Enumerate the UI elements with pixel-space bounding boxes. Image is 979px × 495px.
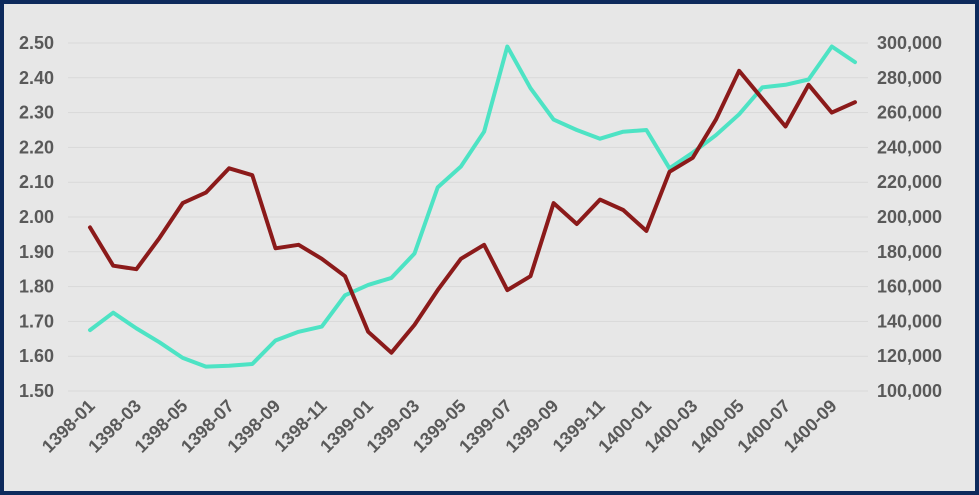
left-axis-ticks: 1.50 1.60 1.70 1.80 1.90 2.00 2.10 2.20 2.30 2.40… — [19, 33, 54, 401]
y-right-tick-label: 160,000 — [877, 277, 942, 297]
y-left-tick-label: 1.50 — [19, 381, 54, 401]
y-left-tick-label: 2.30 — [19, 103, 54, 123]
y-left-tick-label: 1.90 — [19, 242, 54, 262]
y-left-tick-label: 2.40 — [19, 68, 54, 88]
y-right-tick-label: 200,000 — [877, 207, 942, 227]
series-line-right-axis — [88, 44, 857, 369]
y-right-tick-label: 280,000 — [877, 68, 942, 88]
y-left-tick-label: 2.10 — [19, 172, 54, 192]
y-right-tick-label: 180,000 — [877, 242, 942, 262]
y-left-tick-label: 1.80 — [19, 277, 54, 297]
y-right-tick-label: 140,000 — [877, 311, 942, 331]
y-right-tick-label: 260,000 — [877, 103, 942, 123]
y-right-tick-label: 220,000 — [877, 172, 942, 192]
y-left-tick-label: 2.20 — [19, 137, 54, 157]
series-lines — [88, 44, 857, 369]
y-right-tick-label: 120,000 — [877, 346, 942, 366]
y-right-tick-label: 300,000 — [877, 33, 942, 53]
series-line-left-axis — [88, 68, 857, 355]
y-right-tick-label: 100,000 — [877, 381, 942, 401]
y-left-tick-label: 2.50 — [19, 33, 54, 53]
x-axis-ticks: 1398-011398-031398-051398-071398-091398-… — [38, 396, 841, 457]
y-left-tick-label: 2.00 — [19, 207, 54, 227]
gridlines — [68, 42, 868, 392]
y-left-tick-label: 1.60 — [19, 346, 54, 366]
right-axis-ticks: 100,000 120,000 140,000 160,000 180,000 200,0… — [877, 33, 942, 401]
y-left-tick-label: 1.70 — [19, 311, 54, 331]
y-right-tick-label: 240,000 — [877, 137, 942, 157]
